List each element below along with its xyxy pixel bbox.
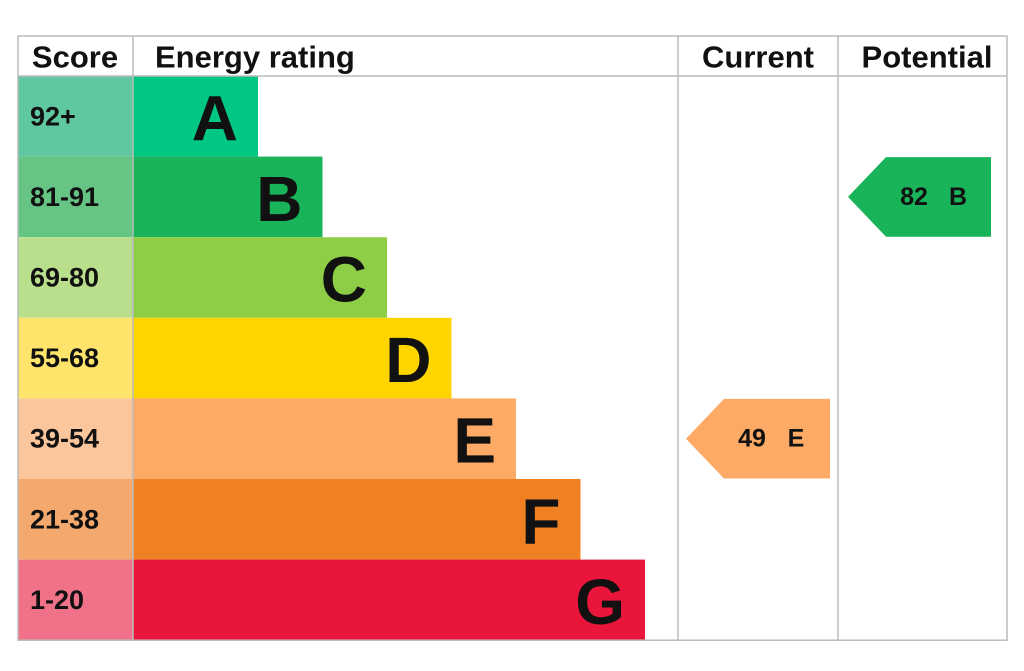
rating-bar bbox=[133, 479, 581, 560]
score-label: 39-54 bbox=[30, 424, 99, 454]
header-potential: Potential bbox=[862, 40, 993, 75]
rating-letter: C bbox=[321, 244, 367, 316]
header-score: Score bbox=[32, 40, 118, 75]
current-arrow bbox=[686, 398, 830, 479]
rating-bar bbox=[133, 76, 258, 157]
score-cell bbox=[18, 156, 133, 238]
rating-letter: E bbox=[453, 405, 496, 477]
current-letter: E bbox=[788, 425, 805, 453]
header-rating: Energy rating bbox=[155, 40, 355, 75]
score-cell bbox=[18, 237, 133, 318]
rating-letter: F bbox=[521, 485, 560, 557]
rating-letter: D bbox=[385, 324, 431, 396]
score-label: 1-20 bbox=[30, 585, 84, 615]
rating-letter: G bbox=[575, 566, 625, 638]
score-label: 55-68 bbox=[30, 343, 99, 373]
score-cell bbox=[18, 317, 133, 399]
score-label: 69-80 bbox=[30, 263, 99, 293]
score-cell bbox=[18, 76, 133, 157]
rating-letter: A bbox=[192, 82, 238, 154]
score-label: 21-38 bbox=[30, 504, 99, 534]
rating-bar bbox=[133, 398, 516, 479]
score-label: 92+ bbox=[30, 101, 76, 131]
rating-bar bbox=[133, 559, 645, 641]
score-label: 81-91 bbox=[30, 182, 99, 212]
potential-letter: B bbox=[949, 183, 967, 211]
rating-bar bbox=[133, 317, 452, 399]
score-cell bbox=[18, 559, 133, 641]
rating-letter: B bbox=[256, 163, 302, 235]
score-cell bbox=[18, 479, 133, 560]
rating-bar bbox=[133, 237, 387, 318]
potential-arrow bbox=[848, 157, 991, 237]
score-cell bbox=[18, 398, 133, 479]
current-score: 49 bbox=[738, 425, 766, 453]
table-border bbox=[17, 35, 1008, 641]
potential-score: 82 bbox=[900, 183, 928, 211]
header-current: Current bbox=[702, 40, 814, 75]
rating-bar bbox=[133, 156, 323, 238]
